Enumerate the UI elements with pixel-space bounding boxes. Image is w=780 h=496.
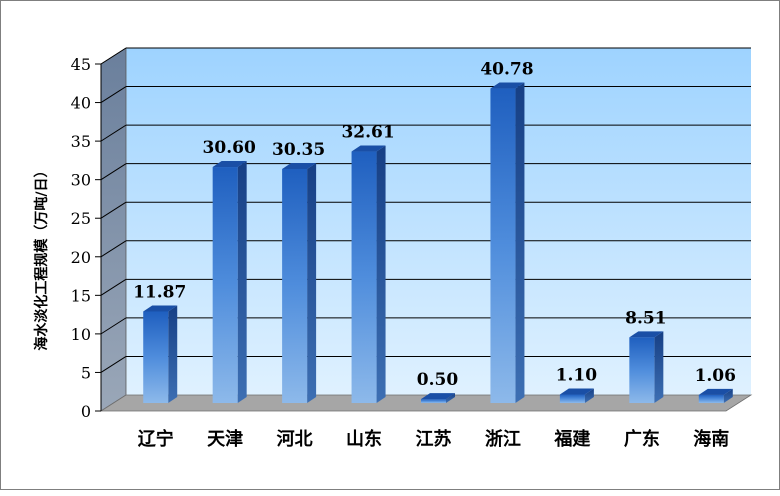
y-tick-label: 25 [71,209,91,228]
data-label: 30.60 [203,138,256,158]
bar [212,161,247,403]
bar [351,145,386,404]
bar [559,388,594,403]
data-label: 11.87 [133,282,186,302]
x-axis-ticks: 辽宁 天津 河北 山东 江苏 浙江 福建 广东 海南 [138,428,730,450]
y-tick-label: 5 [81,363,91,382]
y-tick-label: 40 [71,94,91,113]
gridline [100,47,751,65]
bar [629,331,664,403]
data-labels: 11.87 30.60 30.35 32.61 0.50 40.78 1.10 8.51 1.0… [133,60,736,391]
bar [143,305,178,403]
data-label: 8.51 [625,308,666,328]
y-tick-label: 10 [71,325,91,344]
y-tick-label: 15 [71,286,91,305]
x-tick-label: 辽宁 [138,428,174,450]
data-label: 1.06 [695,366,736,386]
bar [490,82,525,403]
data-label: 1.10 [556,366,598,386]
data-label: 0.50 [417,370,459,390]
y-tick-label: 35 [71,132,91,151]
x-tick-label: 河北 [277,429,313,450]
bar [282,162,317,403]
y-tick-label: 45 [71,55,91,74]
side-wall [100,47,127,412]
y-tick-label: 30 [71,171,91,190]
y-axis-title: 海水淡化工程规模（万吨/日） [33,163,50,350]
x-tick-label: 海南 [693,428,729,450]
x-tick-label: 福建 [553,428,590,450]
bar [421,393,455,403]
x-tick-label: 山东 [346,428,382,450]
data-label: 30.35 [272,140,325,160]
x-tick-label: 天津 [207,428,243,450]
x-tick-label: 浙江 [485,428,521,450]
gridline [100,124,751,142]
gridline [100,86,751,103]
y-tick-label: 0 [81,402,91,421]
x-tick-label: 江苏 [416,428,452,450]
y-tick-label: 20 [71,248,91,267]
bars [143,82,733,404]
bar [698,388,733,403]
data-label: 32.61 [341,123,394,143]
data-label: 40.78 [480,60,533,80]
y-axis-ticks: 0 5 10 15 20 25 30 35 40 45 [71,55,102,421]
x-tick-label: 广东 [624,428,660,450]
